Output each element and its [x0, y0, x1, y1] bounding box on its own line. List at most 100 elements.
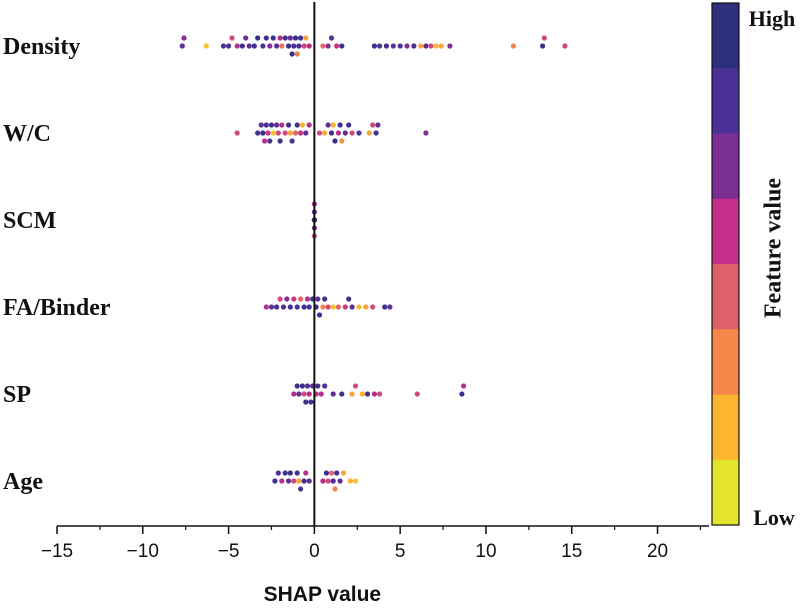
shap-point — [339, 391, 345, 397]
shap-point — [298, 486, 304, 492]
shap-point — [226, 43, 232, 49]
shap-point — [301, 43, 307, 49]
shap-point — [289, 138, 295, 144]
shap-point — [229, 35, 235, 41]
shap-point — [303, 130, 309, 136]
shap-point — [280, 304, 287, 310]
shap-point — [335, 304, 341, 310]
x-tick-label: 5 — [395, 541, 406, 562]
shap-point — [220, 43, 226, 49]
shap-point — [277, 296, 283, 302]
shap-point — [365, 391, 371, 397]
shap-point — [411, 43, 417, 49]
colorbar-title: Feature value — [761, 178, 787, 319]
shap-point — [294, 304, 300, 310]
shap-point — [303, 399, 309, 405]
shap-point — [418, 43, 424, 49]
shap-point — [342, 130, 348, 136]
shap-point — [340, 470, 347, 476]
shap-point — [298, 35, 304, 41]
shap-point — [428, 43, 434, 49]
shap-point — [291, 296, 297, 302]
shap-point — [383, 43, 389, 49]
colorbar — [711, 2, 740, 526]
shap-point — [375, 122, 381, 128]
shap-point — [274, 122, 280, 128]
shap-point — [306, 391, 312, 397]
feature-label: Age — [3, 469, 43, 495]
colorbar-low-label: Low — [753, 505, 795, 530]
shap-point — [334, 43, 340, 49]
colorbar-segment — [712, 198, 739, 265]
shap-point — [294, 470, 300, 476]
shap-point — [330, 122, 336, 128]
shap-point — [541, 35, 547, 41]
shap-point — [359, 391, 365, 397]
shap-point — [306, 43, 312, 49]
shap-point — [246, 43, 252, 49]
shap-point — [510, 43, 516, 49]
shap-point — [268, 122, 275, 128]
shap-point — [304, 296, 311, 302]
shap-point — [265, 130, 271, 136]
feature-label: Density — [3, 34, 80, 60]
shap-point — [328, 130, 335, 136]
shap-point — [349, 304, 355, 310]
x-axis: −15 −10 −5 0 5 10 15 20 — [41, 525, 709, 562]
shap-point — [267, 138, 273, 144]
shap-point — [282, 470, 288, 476]
shap-point — [320, 478, 326, 484]
shap-point — [337, 122, 343, 128]
shap-point — [423, 130, 429, 136]
colorbar-frame — [711, 2, 740, 526]
shap-point — [459, 391, 465, 397]
shap-point — [414, 391, 420, 397]
shap-point — [352, 383, 359, 389]
shap-point — [267, 43, 273, 49]
colorbar-high-label: High — [749, 6, 795, 31]
feature-label: SCM — [3, 208, 56, 234]
feature-labels: Density W/C SCM FA/Binder SP Age — [3, 34, 111, 495]
shap-point — [330, 304, 336, 310]
x-tick-label: 15 — [561, 541, 582, 562]
shap-point — [303, 470, 309, 476]
shap-point — [332, 486, 338, 492]
shap-point — [316, 130, 323, 136]
shap-point — [404, 43, 410, 49]
x-tick-label: 10 — [475, 541, 496, 562]
shap-point — [275, 130, 281, 136]
shap-point — [203, 43, 209, 49]
shap-point — [234, 130, 240, 136]
shap-point — [330, 391, 336, 397]
shap-point — [294, 383, 300, 389]
shap-point — [316, 312, 323, 318]
shap-point — [270, 130, 276, 136]
shap-point — [306, 122, 312, 128]
shap-point — [540, 43, 546, 49]
shap-point — [277, 138, 283, 144]
colorbar-segment — [712, 68, 739, 134]
shap-point — [239, 43, 245, 49]
shap-point — [296, 391, 302, 397]
shap-point — [334, 470, 340, 476]
shap-point — [303, 35, 309, 41]
shap-point — [318, 391, 324, 397]
shap-point — [251, 43, 257, 49]
shap-point — [322, 383, 328, 389]
feature-label: W/C — [3, 121, 51, 147]
shap-point — [322, 130, 328, 136]
colorbar-segment — [712, 394, 739, 461]
colorbar-segment — [712, 133, 739, 200]
feature-label: SP — [3, 382, 31, 408]
x-tick-label: −10 — [127, 541, 159, 562]
shap-point — [291, 43, 297, 49]
x-tick-label: −5 — [218, 541, 240, 562]
shap-point — [339, 138, 345, 144]
shap-point — [382, 304, 388, 310]
shap-point — [371, 391, 377, 397]
shap-point — [255, 130, 261, 136]
shap-point — [377, 391, 383, 397]
shap-point — [298, 130, 304, 136]
shap-point — [299, 122, 305, 128]
